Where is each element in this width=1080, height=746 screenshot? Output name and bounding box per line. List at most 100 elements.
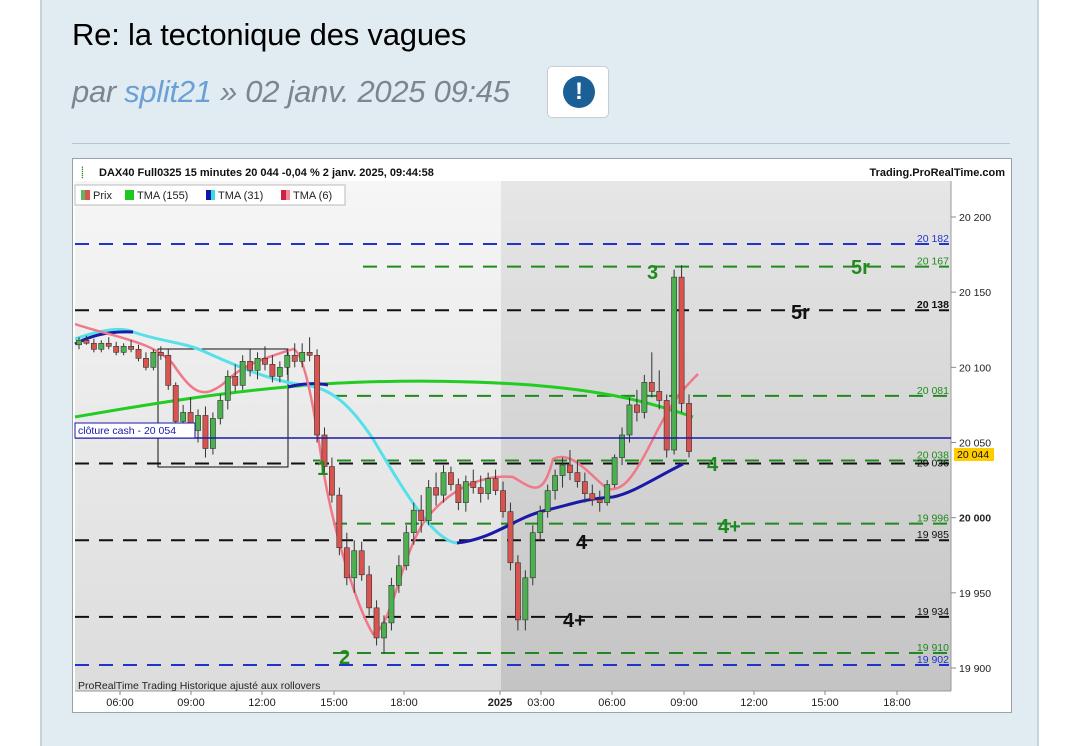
candle-body [343,547,350,579]
cash-close-label: clôture cash - 20 054 [78,425,176,437]
candle-body [224,376,231,401]
candle-body [485,478,492,494]
candle-body [395,565,402,586]
candle-body [574,472,581,482]
candle-body [552,475,558,491]
y-tick-label: 20 200 [959,212,991,224]
price-levels: 20 182 20 167 20 138 20 081 20 038 19 996 19 9… [75,233,949,666]
legend-tma31: TMA (31) [218,190,263,202]
x-tick-label: 09:00 [670,697,698,709]
forum-post: Re: la tectonique des vagues par split21… [40,0,1039,746]
level-label: 19 996 [917,513,949,525]
level-label: 19 910 [917,642,949,654]
candle-body [247,361,253,371]
x-tick-label: 06:00 [106,697,134,709]
author-link[interactable]: split21 [124,74,212,109]
candle-body [448,472,454,485]
chart-image: ⸽ DAX40 Full0325 15 minutes 20 044 -0,04… [72,158,1012,713]
report-button[interactable]: ! [547,66,609,118]
post-title: Re: la tectonique des vagues [72,17,467,52]
post-meta: par split21 » 02 janv. 2025 09:45 [72,74,510,110]
candle-body [306,352,313,356]
candle-body [239,361,246,386]
y-tick-label: 20 150 [959,287,991,299]
candle-body [262,358,268,365]
candle-body [143,358,149,368]
candle-body [373,607,380,639]
candle-body [589,493,596,500]
candle-body [90,342,97,350]
candle-body [284,355,291,368]
candle-body [217,400,224,419]
candle-body [210,418,216,449]
y-tick-label: 20 000 [959,513,991,525]
candle-body [150,352,157,368]
candle-body [433,487,439,496]
price-chart: ⸽ DAX40 Full0325 15 minutes 20 044 -0,04… [73,159,1011,712]
candle-body [596,499,603,503]
x-tick-label: 03:00 [527,697,555,709]
level-label: 20 167 [917,256,949,268]
candle-body [202,415,209,449]
chart-title: DAX40 Full0325 15 minutes 20 044 -0,04 %… [99,167,434,179]
candle-body [105,342,112,347]
candle-body [98,342,105,350]
x-tick-label: 12:00 [248,697,276,709]
candle-body [358,550,365,576]
wave-label-1: 1 [317,458,328,480]
level-label: 19 902 [917,654,949,666]
x-tick-label: 18:00 [390,697,418,709]
candle-body [291,355,298,362]
wave-label-3: 3 [647,262,658,284]
candle-body [135,348,142,359]
wave-label-4plus-black: 4+ [563,610,586,632]
wave-label-5r-green: 5r [851,257,870,279]
candle-body [477,487,484,494]
legend-tma155: TMA (155) [137,190,188,202]
chart-footer: ProRealTime Trading Historique ajusté au… [78,680,320,692]
post-date: » 02 janv. 2025 09:45 [211,74,510,109]
candle-body [492,478,499,491]
candle-body [641,382,648,413]
x-tick-label: 06:00 [598,697,626,709]
candle-body [366,574,373,609]
candle-body [120,345,127,353]
legend-prix: Prix [93,190,112,202]
candle-body [418,509,425,521]
candle-body [410,509,417,533]
candle-body [269,364,276,377]
legend-tma6: TMA (6) [293,190,332,202]
candle-body [180,412,187,422]
candle-body [522,577,529,621]
candle-body [425,487,432,521]
y-axis: 20 200 20 150 20 100 20 050 20 000 19 950 19 9… [951,212,991,675]
candle-body [329,466,335,496]
current-price-tag: 20 044 [957,449,989,461]
candle-body [462,481,469,503]
candle-body [559,464,566,476]
candle-body [611,457,618,485]
candle-body [634,404,640,413]
candle-body [500,490,506,512]
candle-body [567,464,573,473]
x-tick-label: 09:00 [177,697,205,709]
candle-body [515,562,521,621]
y-tick-label: 20 100 [959,362,991,374]
chart-source: Trading.ProRealTime.com [869,167,1005,179]
chart-legend: Prix TMA (155) TMA (31) TMA (6) [74,184,346,206]
candle-body [232,376,239,386]
candle-body [581,481,588,494]
post-divider [72,143,1010,144]
candle-body [172,385,179,422]
level-label: 20 038 [917,450,949,462]
wave-label-4plus-green: 4+ [718,516,741,538]
x-tick-label: 15:00 [320,697,348,709]
candle-body [686,403,692,452]
meta-prefix: par [72,74,125,109]
level-label: 20 081 [917,385,949,397]
wave-label-5r-black: 5r [791,302,810,324]
x-tick-label: 12:00 [740,697,768,709]
level-label-20036: 20 036 [917,458,949,470]
candle-body [388,585,395,624]
x-axis: 06:00 09:00 12:00 15:00 18:00 2025 03:00 06:00 0… [106,691,911,709]
